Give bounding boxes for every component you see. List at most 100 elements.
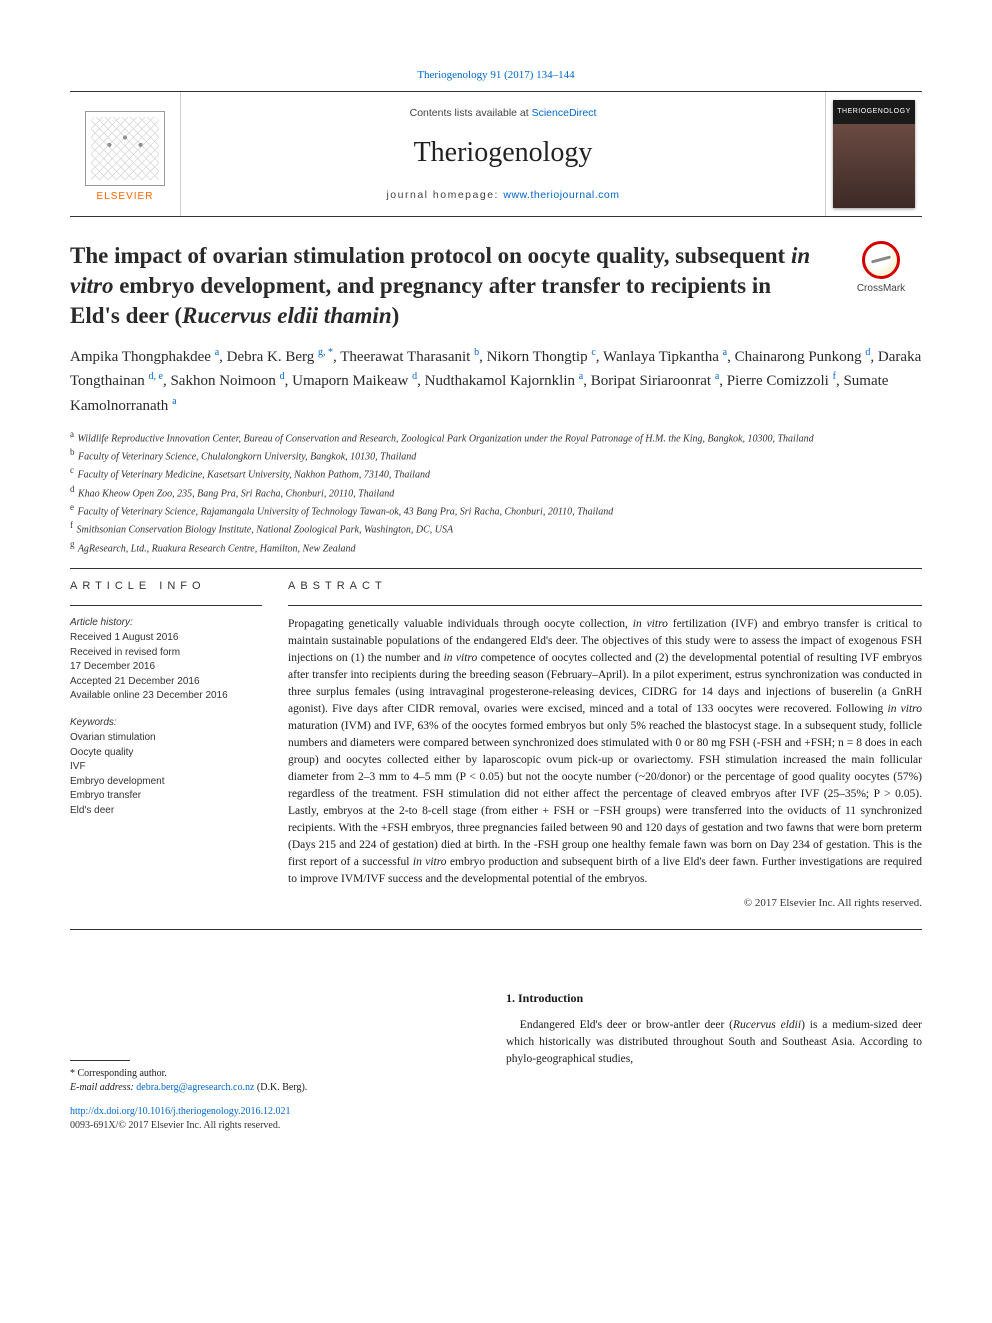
author-affil-sup: c bbox=[591, 347, 595, 358]
author-name: Ampika Thongphakdee a bbox=[70, 349, 219, 365]
affiliation-line: a Wildlife Reproductive Innovation Cente… bbox=[70, 428, 922, 446]
affil-key: b bbox=[70, 447, 75, 457]
author-affil-sup: a bbox=[579, 371, 583, 382]
citation-link[interactable]: Theriogenology 91 (2017) 134–144 bbox=[417, 69, 574, 81]
masthead: ELSEVIER Contents lists available at Sci… bbox=[70, 91, 922, 217]
affiliation-list: a Wildlife Reproductive Innovation Cente… bbox=[70, 428, 922, 556]
doi-line: http://dx.doi.org/10.1016/j.theriogenolo… bbox=[70, 1105, 480, 1119]
keyword-line: IVF bbox=[70, 760, 262, 775]
affil-key: f bbox=[70, 520, 73, 530]
author-name: Umaporn Maikeaw d bbox=[292, 373, 417, 389]
cover-title: THERIOGENOLOGY bbox=[833, 100, 915, 117]
crossmark-label: CrossMark bbox=[840, 282, 922, 296]
crossmark-icon bbox=[862, 241, 900, 279]
divider bbox=[70, 929, 922, 930]
intro-heading: 1. Introduction bbox=[506, 990, 922, 1007]
history-line: 17 December 2016 bbox=[70, 660, 262, 675]
affil-key: e bbox=[70, 502, 74, 512]
abstract-copyright: © 2017 Elsevier Inc. All rights reserved… bbox=[288, 896, 922, 911]
email-label: E-mail address: bbox=[70, 1082, 136, 1093]
author-name: Boripat Siriaroonrat a bbox=[591, 373, 720, 389]
abstract-text: Propagating genetically valuable individ… bbox=[288, 616, 922, 888]
elsevier-wordmark: ELSEVIER bbox=[97, 190, 154, 204]
email-paren: (D.K. Berg). bbox=[254, 1082, 307, 1093]
keyword-line: Embryo transfer bbox=[70, 789, 262, 804]
keyword-line: Oocyte quality bbox=[70, 746, 262, 761]
affiliation-line: b Faculty of Veterinary Science, Chulalo… bbox=[70, 446, 922, 464]
sciencedirect-link[interactable]: ScienceDirect bbox=[532, 107, 597, 119]
title-frag-2: embryo development, and pregnancy after … bbox=[70, 273, 771, 328]
author-name: Wanlaya Tipkantha a bbox=[603, 349, 727, 365]
title-frag-3: ) bbox=[392, 303, 400, 328]
history-heading: Article history: bbox=[70, 616, 262, 631]
keywords-heading: Keywords: bbox=[70, 716, 262, 731]
title-em-2: Rucervus eldii thamin bbox=[182, 303, 392, 328]
elsevier-logo[interactable]: ELSEVIER bbox=[80, 104, 170, 204]
doi-link[interactable]: http://dx.doi.org/10.1016/j.theriogenolo… bbox=[70, 1106, 291, 1117]
author-affil-sup: b bbox=[474, 347, 479, 358]
elsevier-tree-icon bbox=[85, 111, 165, 186]
journal-home-link[interactable]: www.theriojournal.com bbox=[503, 189, 619, 201]
affil-key: g bbox=[70, 539, 75, 549]
abstract-heading: abstract bbox=[288, 579, 922, 594]
intro-em: Rucervus eldii bbox=[733, 1019, 801, 1031]
keyword-line: Ovarian stimulation bbox=[70, 731, 262, 746]
masthead-center: Contents lists available at ScienceDirec… bbox=[180, 92, 826, 216]
corr-label: Corresponding author. bbox=[78, 1068, 167, 1079]
affiliation-line: c Faculty of Veterinary Medicine, Kasets… bbox=[70, 464, 922, 482]
affiliation-line: e Faculty of Veterinary Science, Rajaman… bbox=[70, 501, 922, 519]
affil-key: c bbox=[70, 465, 74, 475]
author-name: Debra K. Berg g, * bbox=[227, 349, 333, 365]
author-affil-sup: a bbox=[715, 371, 719, 382]
article-title: The impact of ovarian stimulation protoc… bbox=[70, 241, 824, 331]
intro-paragraph: Endangered Eld's deer or brow-antler dee… bbox=[506, 1017, 922, 1068]
author-affil-sup: a bbox=[215, 347, 219, 358]
journal-cover-thumbnail[interactable]: THERIOGENOLOGY bbox=[833, 100, 915, 208]
author-affil-sup: a bbox=[172, 396, 176, 407]
author-name: Pierre Comizzoli f bbox=[727, 373, 836, 389]
history-line: Accepted 21 December 2016 bbox=[70, 675, 262, 690]
divider bbox=[288, 605, 922, 606]
history-line: Received in revised form bbox=[70, 646, 262, 661]
journal-cover-block: THERIOGENOLOGY bbox=[826, 92, 922, 216]
affiliation-line: d Khao Kheow Open Zoo, 235, Bang Pra, Sr… bbox=[70, 483, 922, 501]
affiliation-line: g AgResearch, Ltd., Ruakura Research Cen… bbox=[70, 538, 922, 556]
abs-em: in vitro bbox=[444, 652, 478, 664]
divider bbox=[70, 568, 922, 569]
abs-em: in vitro bbox=[888, 703, 922, 715]
author-affil-sup: d bbox=[865, 347, 870, 358]
corresponding-email-link[interactable]: debra.berg@agresearch.co.nz bbox=[136, 1082, 254, 1093]
corresponding-email-line: E-mail address: debra.berg@agresearch.co… bbox=[70, 1081, 480, 1095]
author-affil-sup: d, e bbox=[149, 371, 163, 382]
affil-key: d bbox=[70, 484, 75, 494]
abs-em: in vitro bbox=[633, 618, 668, 630]
author-name: Theerawat Tharasanit b bbox=[340, 349, 479, 365]
author-name: Nikorn Thongtip c bbox=[487, 349, 596, 365]
author-name: Nudthakamol Kajornklin a bbox=[425, 373, 584, 389]
author-affil-sup: a bbox=[723, 347, 727, 358]
history-line: Received 1 August 2016 bbox=[70, 631, 262, 646]
publisher-logo-block: ELSEVIER bbox=[70, 92, 180, 216]
crossmark-widget[interactable]: CrossMark bbox=[840, 241, 922, 296]
contents-line: Contents lists available at ScienceDirec… bbox=[410, 106, 597, 121]
citation-line: Theriogenology 91 (2017) 134–144 bbox=[70, 68, 922, 83]
author-affil-sup: d bbox=[412, 371, 417, 382]
contents-prefix: Contents lists available at bbox=[410, 107, 532, 119]
author-list: Ampika Thongphakdee a, Debra K. Berg g, … bbox=[70, 345, 922, 418]
author-affil-sup: d bbox=[280, 371, 285, 382]
keyword-line: Embryo development bbox=[70, 775, 262, 790]
article-info-block: Article history: Received 1 August 2016R… bbox=[70, 616, 262, 819]
issn-copyright: 0093-691X/© 2017 Elsevier Inc. All right… bbox=[70, 1119, 480, 1133]
journal-home-line: journal homepage: www.theriojournal.com bbox=[386, 188, 619, 203]
affiliation-line: f Smithsonian Conservation Biology Insti… bbox=[70, 519, 922, 537]
divider bbox=[70, 605, 262, 606]
corr-star: * bbox=[70, 1068, 75, 1079]
author-name: Chainarong Punkong d bbox=[735, 349, 871, 365]
abs-frag: Propagating genetically valuable individ… bbox=[288, 618, 633, 630]
intro-frag: Endangered Eld's deer or brow-antler dee… bbox=[520, 1019, 733, 1031]
article-info-heading: article info bbox=[70, 579, 262, 594]
footnote-divider bbox=[70, 1060, 130, 1061]
author-name: Sakhon Noimoon d bbox=[170, 373, 284, 389]
corresponding-author: * Corresponding author. bbox=[70, 1067, 480, 1081]
title-frag-1: The impact of ovarian stimulation protoc… bbox=[70, 243, 791, 268]
